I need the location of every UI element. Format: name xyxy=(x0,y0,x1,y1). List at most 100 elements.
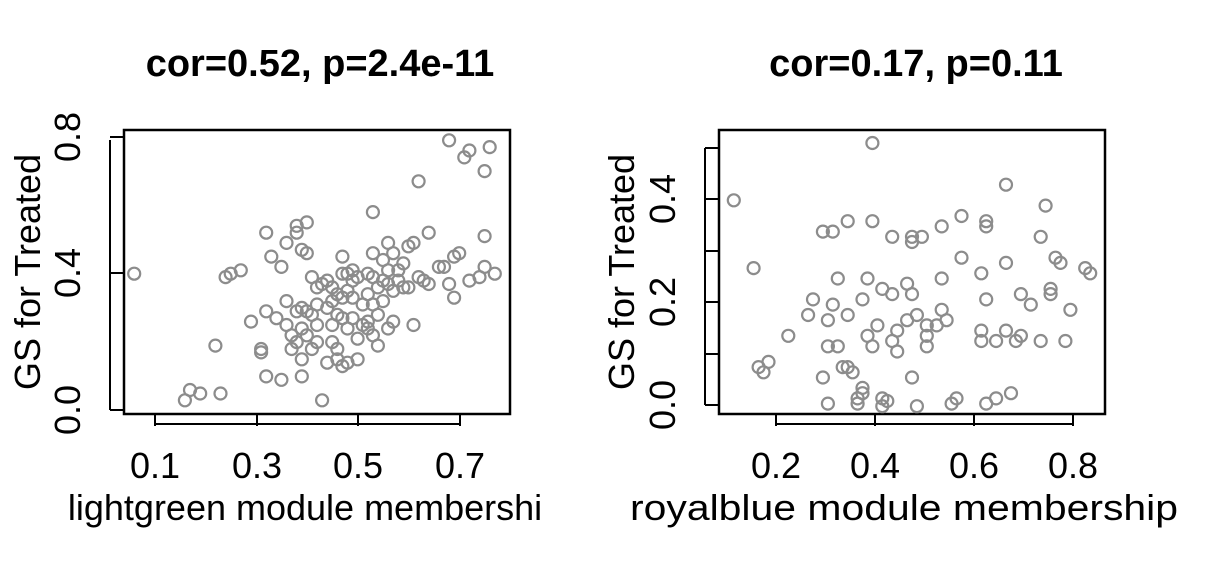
scatter-point xyxy=(243,314,259,329)
x-tick-label: 0.2 xyxy=(751,445,801,486)
plot-frame xyxy=(717,128,1107,416)
scatter-point xyxy=(815,370,831,385)
scatter-point xyxy=(452,246,467,261)
scatter-point xyxy=(761,354,776,369)
x-tick-label: 0.3 xyxy=(232,445,282,486)
y-axis: 0.0 0.2 0.4 xyxy=(642,147,719,430)
scatter-point xyxy=(820,339,836,354)
scatter-point xyxy=(845,365,860,380)
scatter-point xyxy=(294,369,309,384)
scatter-point xyxy=(406,317,421,333)
scatter-point xyxy=(840,214,855,229)
x-tick-label: 0.6 xyxy=(949,445,999,486)
scatter-point xyxy=(350,331,365,346)
scatter-point xyxy=(830,271,845,286)
scatter-points xyxy=(726,135,1098,414)
scatter-point xyxy=(840,307,855,323)
scatter-point xyxy=(375,294,391,309)
scatter-point xyxy=(820,313,836,328)
scatter-point xyxy=(855,292,870,307)
scatter-point xyxy=(954,208,969,224)
scatter-point xyxy=(934,219,949,234)
scatter-point xyxy=(939,313,954,328)
scatter-point xyxy=(1033,333,1048,349)
scatter-point xyxy=(447,290,462,305)
scatter-point xyxy=(890,323,905,338)
scatter-point xyxy=(315,393,330,408)
scatter-point xyxy=(979,219,994,234)
scatter-point xyxy=(919,339,934,354)
scatter-point xyxy=(309,335,325,350)
y-tick-label: 0.8 xyxy=(47,112,88,162)
scatter-point xyxy=(974,333,989,349)
scatter-point xyxy=(909,399,925,414)
scatter-point xyxy=(259,369,274,384)
x-tick-label: 0.8 xyxy=(1048,445,1098,486)
scatter-point xyxy=(345,311,360,326)
y-tick-label: 0.4 xyxy=(642,174,683,224)
scatter-point xyxy=(462,143,477,158)
scatter-point xyxy=(208,338,223,353)
scatter-point xyxy=(487,266,502,281)
scatter-point xyxy=(800,307,816,323)
scatter-point xyxy=(1033,229,1048,244)
scatter-point xyxy=(330,341,345,357)
scatter-point xyxy=(919,328,934,343)
scatter-point xyxy=(477,229,492,244)
scatter-point xyxy=(805,292,821,307)
scatter-point xyxy=(954,250,969,265)
scatter-point xyxy=(904,287,920,302)
scatter-point xyxy=(279,235,294,250)
scatter-point xyxy=(870,318,885,333)
scatter-point xyxy=(477,164,492,179)
scatter-point xyxy=(1003,386,1019,401)
scatter-point xyxy=(820,396,836,411)
x-axis: 0.1 0.3 0.5 0.7 xyxy=(130,414,485,486)
scatter-point xyxy=(825,224,840,239)
scatter-point xyxy=(914,229,930,244)
x-tick-label: 0.5 xyxy=(333,445,383,486)
scatter-point xyxy=(411,174,426,189)
scatter-point xyxy=(904,370,920,385)
scatter-point xyxy=(193,386,208,401)
scatter-point xyxy=(781,328,796,343)
scatter-point xyxy=(830,339,845,354)
scatter-point xyxy=(254,345,269,360)
plot-frame xyxy=(122,128,512,416)
scatter-point xyxy=(909,307,925,323)
scatter-point xyxy=(431,259,446,274)
scatter-point xyxy=(294,352,309,367)
scatter-point xyxy=(1063,302,1078,317)
scatter-point xyxy=(442,276,457,292)
scatter-point xyxy=(309,317,325,333)
panel-lightgreen: cor=0.52, p=2.4e-11 0.1 0.3 0.5 0.7 0.0 … xyxy=(7,43,542,528)
y-axis: 0.0 0.4 0.8 xyxy=(47,112,124,435)
chart-title: cor=0.52, p=2.4e-11 xyxy=(146,43,495,85)
scatter-point xyxy=(1013,287,1029,302)
scatter-point xyxy=(726,193,741,208)
scatter-point xyxy=(998,255,1014,270)
scatter-point xyxy=(988,333,1004,349)
x-axis: 0.2 0.4 0.6 0.8 xyxy=(751,414,1098,486)
scatter-point xyxy=(259,304,274,319)
y-tick-label: 0.0 xyxy=(47,385,88,435)
x-tick-label: 0.7 xyxy=(435,445,485,486)
scatter-point xyxy=(370,307,385,322)
scatter-point xyxy=(406,235,421,250)
scatter-point xyxy=(974,266,989,281)
scatter-point xyxy=(934,271,949,286)
scatter-point xyxy=(1058,333,1073,349)
scatter-point xyxy=(855,386,870,401)
scatter-point xyxy=(1023,297,1038,312)
scatter-point xyxy=(860,271,875,286)
scatter-point xyxy=(396,256,411,271)
scatter-point xyxy=(279,294,294,309)
x-axis-label: royalblue module membership xyxy=(630,487,1178,528)
scatter-point xyxy=(401,280,416,295)
scatter-point xyxy=(421,276,436,292)
scatter-point xyxy=(477,259,492,274)
panel-royalblue: cor=0.17, p=0.11 0.2 0.4 0.6 0.8 xyxy=(601,43,1178,528)
scatter-point xyxy=(904,229,920,244)
scatter-point xyxy=(919,318,934,333)
